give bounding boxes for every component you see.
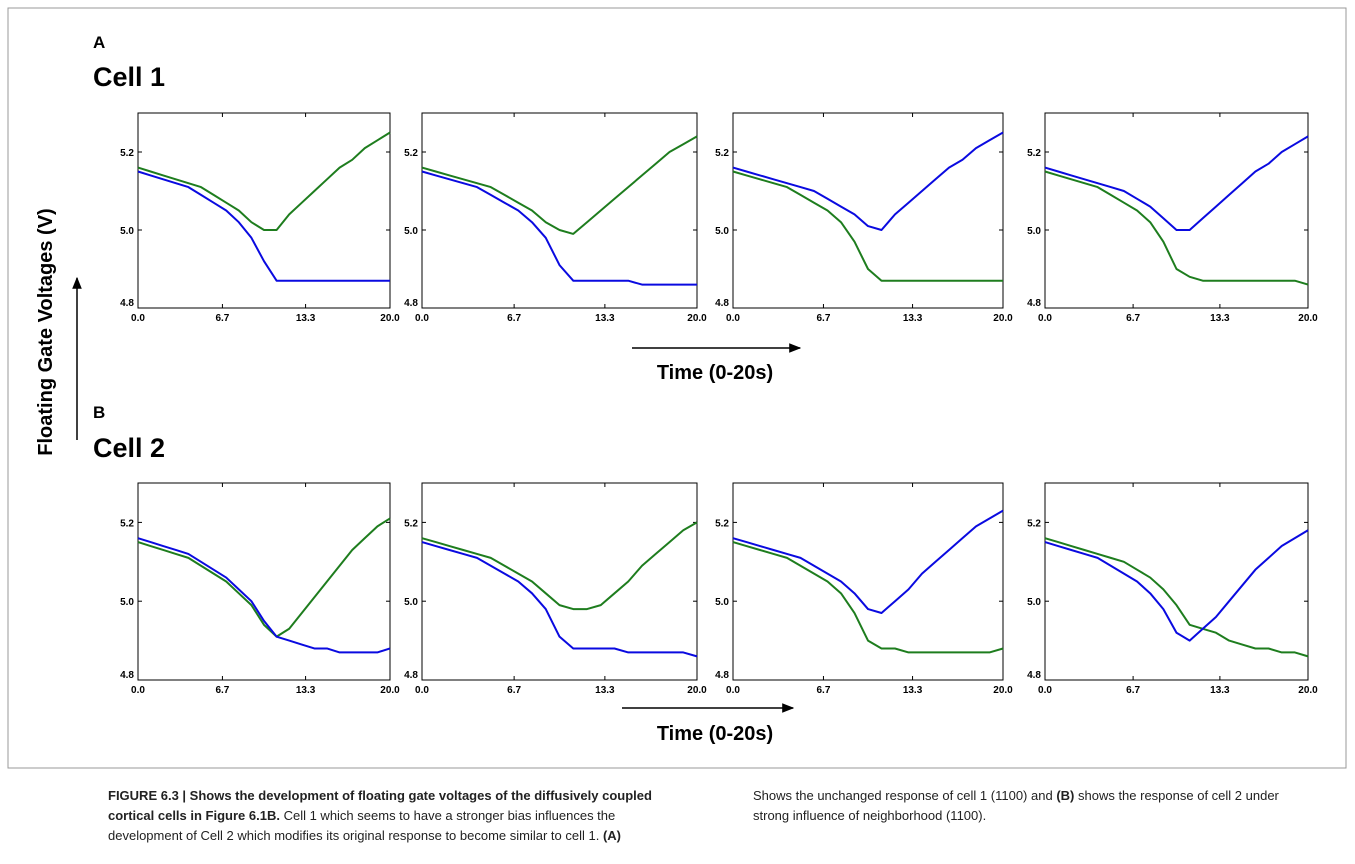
series-line <box>421 135 698 235</box>
x-tick-label: 0.0 <box>415 313 429 324</box>
y-tick-label: 4.8 <box>404 298 418 309</box>
y-tick-label: 5.2 <box>1027 148 1041 159</box>
y-tick-label: 5.0 <box>715 597 729 608</box>
x-tick-label: 6.7 <box>507 313 521 324</box>
x-tick-label: 20.0 <box>993 685 1013 696</box>
x-tick-label: 20.0 <box>687 313 707 324</box>
y-tick-label: 4.8 <box>404 670 418 681</box>
y-tick-label: 5.0 <box>715 226 729 237</box>
series-line <box>137 537 391 654</box>
plot-area <box>137 112 391 309</box>
caption-text: Cell 1 which seems to have a stronger bi… <box>108 808 616 843</box>
plot-area <box>421 112 698 309</box>
y-tick-label: 5.0 <box>1027 226 1041 237</box>
x-tick-label: 20.0 <box>1298 313 1318 324</box>
y-tick-label: 5.0 <box>120 226 134 237</box>
x-tick-label: 0.0 <box>726 313 740 324</box>
x-axis-label: Time (0-20s) <box>657 723 773 745</box>
frame <box>7 7 1347 769</box>
x-tick-label: 13.3 <box>595 313 615 324</box>
x-tick-label: 13.3 <box>296 685 316 696</box>
plot-area <box>421 482 698 681</box>
x-tick-label: 0.0 <box>1038 685 1052 696</box>
y-axis-label: Floating Gate Voltages (V) <box>35 208 57 455</box>
series-line <box>1044 529 1309 642</box>
x-tick-label: 13.3 <box>903 685 923 696</box>
y-tick-label: 4.8 <box>120 670 134 681</box>
y-tick-label: 5.2 <box>404 148 418 159</box>
x-tick-label: 13.3 <box>595 685 615 696</box>
x-tick-label: 20.0 <box>993 313 1013 324</box>
series-line <box>421 541 698 658</box>
series-line <box>137 517 391 638</box>
y-tick-label: 5.0 <box>404 226 418 237</box>
caption-label: (B) <box>1056 788 1075 803</box>
series-line <box>137 170 390 282</box>
series-line <box>421 521 698 611</box>
x-tick-label: 6.7 <box>215 685 229 696</box>
series-line <box>732 541 1004 654</box>
series-line <box>732 509 1004 615</box>
plot-area <box>732 112 1004 309</box>
caption: FIGURE 6.3 | Shows the development of fl… <box>108 786 1298 846</box>
x-tick-label: 20.0 <box>380 685 400 696</box>
series-line <box>1044 170 1309 286</box>
caption-heading: FIGURE 6.3 | Shows the development of fl… <box>108 788 652 823</box>
panel-title: Cell 2 <box>93 433 165 463</box>
panel-title: Cell 1 <box>93 62 165 92</box>
x-tick-label: 20.0 <box>380 313 400 324</box>
plot-area <box>732 482 1004 681</box>
plot-area <box>1044 482 1309 681</box>
y-tick-label: 5.2 <box>1027 518 1041 529</box>
x-tick-label: 6.7 <box>1126 313 1140 324</box>
x-tick-label: 6.7 <box>1126 685 1140 696</box>
x-tick-label: 13.3 <box>1210 685 1230 696</box>
y-tick-label: 5.2 <box>715 518 729 529</box>
x-tick-label: 0.0 <box>726 685 740 696</box>
x-tick-label: 6.7 <box>215 313 229 324</box>
series-line <box>421 170 697 286</box>
x-tick-label: 6.7 <box>816 313 830 324</box>
x-tick-label: 13.3 <box>1210 313 1230 324</box>
plot-area <box>137 482 391 681</box>
y-tick-label: 4.8 <box>120 298 134 309</box>
series-line <box>732 131 1004 231</box>
x-tick-label: 13.3 <box>296 313 316 324</box>
y-tick-label: 5.2 <box>120 518 134 529</box>
y-tick-label: 5.0 <box>120 597 134 608</box>
x-tick-label: 20.0 <box>1298 685 1318 696</box>
series-line <box>137 131 391 231</box>
y-tick-label: 4.8 <box>715 670 729 681</box>
caption-text: shows the response of cell 2 under stron… <box>753 788 1279 823</box>
y-tick-label: 4.8 <box>1027 298 1041 309</box>
x-tick-label: 13.3 <box>903 313 923 324</box>
y-tick-label: 4.8 <box>715 298 729 309</box>
x-tick-label: 0.0 <box>131 685 145 696</box>
caption-text: Shows the unchanged response of cell 1 (… <box>753 788 1053 803</box>
y-tick-label: 4.8 <box>1027 670 1041 681</box>
plot-area <box>1044 112 1309 309</box>
caption-label: (A) <box>602 828 622 843</box>
y-tick-label: 5.2 <box>120 148 134 159</box>
series-line <box>1044 135 1309 231</box>
series-line <box>732 170 1003 282</box>
panel-letter: B <box>93 403 105 422</box>
panel-letter: A <box>93 33 105 52</box>
series-line <box>1044 537 1309 658</box>
x-tick-label: 6.7 <box>816 685 830 696</box>
y-tick-label: 5.0 <box>1027 597 1041 608</box>
x-tick-label: 0.0 <box>415 685 429 696</box>
x-axis-label: Time (0-20s) <box>657 362 773 384</box>
x-tick-label: 0.0 <box>131 313 145 324</box>
x-tick-label: 20.0 <box>687 685 707 696</box>
y-tick-label: 5.2 <box>715 148 729 159</box>
x-tick-label: 0.0 <box>1038 313 1052 324</box>
y-tick-label: 5.2 <box>404 518 418 529</box>
x-tick-label: 6.7 <box>507 685 521 696</box>
y-tick-label: 5.0 <box>404 597 418 608</box>
